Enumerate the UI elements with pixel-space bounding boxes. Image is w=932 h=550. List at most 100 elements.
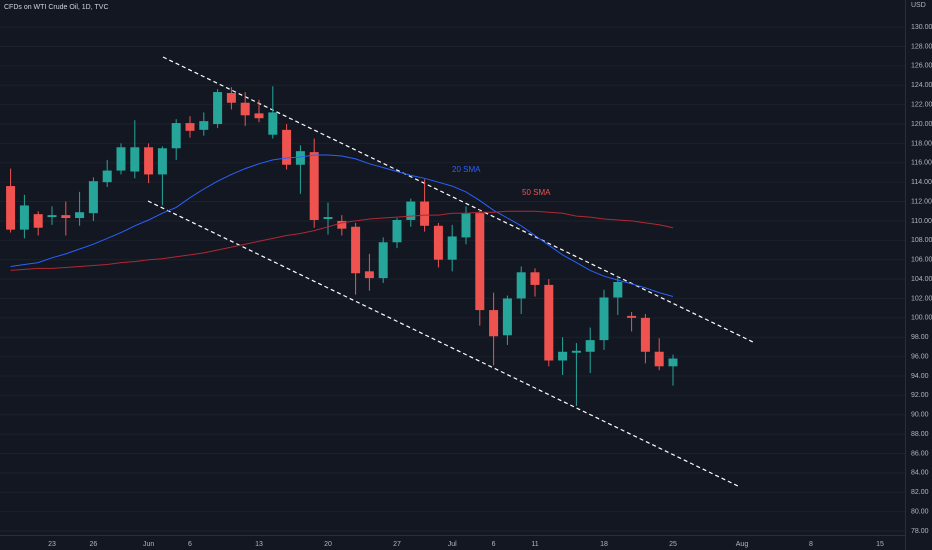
x-tick-label: 26: [90, 541, 98, 548]
candle-body: [640, 317, 650, 352]
candle-body: [599, 297, 609, 341]
x-tick-label: 6: [492, 541, 496, 548]
x-tick-label: 15: [876, 541, 884, 548]
candle-body: [571, 350, 581, 353]
candle-body: [75, 212, 85, 219]
candle-body: [47, 215, 57, 218]
candle-body: [157, 148, 167, 175]
y-tick-label: 122.00: [911, 101, 932, 108]
candle-body: [516, 272, 526, 299]
y-tick-label: 96.00: [911, 353, 929, 360]
candle-body: [475, 213, 485, 311]
candle-body: [240, 102, 250, 116]
candle-body: [199, 121, 209, 130]
candle-body: [144, 147, 154, 175]
y-tick-label: 126.00: [911, 63, 932, 70]
candle-body: [337, 220, 347, 229]
candle-body: [627, 315, 637, 318]
candle-body: [378, 242, 388, 279]
y-tick-label: 98.00: [911, 334, 929, 341]
lower-trendline: [147, 200, 741, 488]
candle-body: [544, 284, 554, 361]
y-tick-label: 112.00: [911, 198, 932, 205]
candle-body: [668, 358, 678, 367]
x-tick-label: 20: [324, 541, 332, 548]
y-tick-label: 116.00: [911, 160, 932, 167]
x-tick-label: Jul: [448, 541, 457, 548]
candle-body: [282, 129, 292, 165]
candle-body: [613, 281, 623, 298]
y-tick-label: 102.00: [911, 295, 932, 302]
candle-body: [88, 181, 98, 214]
y-tick-label: 130.00: [911, 24, 932, 31]
candle-body: [585, 340, 595, 352]
x-tick-label: Aug: [736, 541, 749, 548]
y-tick-label: 124.00: [911, 82, 932, 89]
candle-body: [364, 271, 374, 279]
y-tick-label: 114.00: [911, 179, 932, 186]
candle-body: [530, 272, 540, 285]
candle-body: [558, 351, 568, 361]
candle-body: [254, 113, 264, 119]
y-tick-label: 108.00: [911, 237, 932, 244]
candle-body: [19, 205, 29, 230]
y-tick-label: 82.00: [911, 489, 929, 496]
candle-body: [6, 186, 16, 230]
candle-body: [33, 214, 43, 228]
candle-body: [323, 217, 333, 220]
y-tick-label: 80.00: [911, 508, 929, 515]
y-tick-label: 88.00: [911, 431, 929, 438]
candle-body: [502, 298, 512, 336]
y-tick-label: 106.00: [911, 257, 932, 264]
candle-body: [295, 151, 305, 165]
x-tick-label: 8: [809, 541, 813, 548]
x-tick-label: 27: [393, 541, 401, 548]
upper-trendline: [162, 56, 756, 344]
candle-body: [116, 147, 126, 171]
candle-body: [268, 112, 278, 135]
sma-line: [10, 210, 674, 271]
candle-body: [130, 147, 140, 172]
y-tick-label: 78.00: [911, 528, 929, 535]
x-tick-label: Jun: [143, 541, 154, 548]
candle-body: [185, 123, 195, 131]
x-tick-label: 13: [255, 541, 263, 548]
y-tick-label: 110.00: [911, 218, 932, 225]
candle-body: [351, 226, 361, 274]
y-tick-label: 100.00: [911, 315, 932, 322]
x-tick-label: 11: [531, 541, 538, 548]
y-tick-label: 120.00: [911, 121, 932, 128]
chart-title: CFDs on WTI Crude Oil, 1D, TVC: [4, 4, 109, 11]
candle-body: [226, 93, 236, 103]
x-tick-label: 6: [188, 541, 192, 548]
candle-body: [309, 152, 319, 220]
y-tick-label: 104.00: [911, 276, 932, 283]
y-tick-label: 94.00: [911, 373, 929, 380]
candle-body: [61, 215, 71, 219]
candle-body: [489, 310, 499, 337]
sma-annotation: 50 SMA: [522, 188, 551, 197]
candle-body: [461, 213, 471, 238]
candle-body: [406, 201, 416, 220]
candle-body: [213, 92, 223, 125]
x-tick-label: 23: [48, 541, 56, 548]
candle-body: [171, 123, 181, 149]
x-tick-label: 18: [600, 541, 608, 548]
x-tick-label: 25: [669, 541, 677, 548]
sma-line: [10, 154, 674, 297]
y-tick-label: 84.00: [911, 470, 929, 477]
sma-annotation: 20 SMA: [452, 165, 481, 174]
candle-body: [654, 351, 664, 367]
candle-body: [433, 225, 443, 260]
candle-body: [447, 236, 457, 260]
candle-body: [392, 219, 402, 243]
marks: [6, 86, 678, 407]
candle-body: [102, 170, 112, 183]
candle-body: [420, 201, 430, 226]
y-tick-label: 86.00: [911, 450, 929, 457]
y-tick-label: 92.00: [911, 392, 929, 399]
y-tick-label: 90.00: [911, 412, 929, 419]
